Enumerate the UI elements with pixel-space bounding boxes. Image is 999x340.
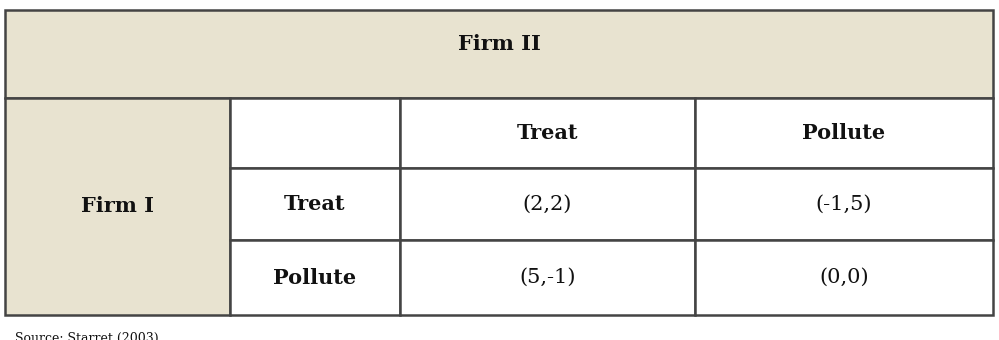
Text: Pollute: Pollute	[274, 268, 357, 288]
Bar	[230, 98, 400, 168]
Bar	[230, 168, 400, 240]
Bar	[400, 98, 695, 168]
Bar	[5, 98, 230, 315]
Text: Firm I: Firm I	[81, 197, 154, 217]
Bar	[695, 240, 993, 315]
Text: Firm II: Firm II	[458, 34, 540, 54]
Bar	[400, 240, 695, 315]
Bar	[400, 168, 695, 240]
Text: (0,0): (0,0)	[819, 268, 869, 287]
Text: Source: Starret (2003): Source: Starret (2003)	[15, 332, 159, 340]
Bar	[230, 240, 400, 315]
Bar	[695, 98, 993, 168]
Bar	[695, 168, 993, 240]
Text: (-1,5): (-1,5)	[816, 194, 872, 214]
Text: (2,2): (2,2)	[522, 194, 572, 214]
Text: Treat: Treat	[285, 194, 346, 214]
Text: Pollute: Pollute	[802, 123, 885, 143]
Text: Treat: Treat	[516, 123, 578, 143]
Text: (5,-1): (5,-1)	[519, 268, 575, 287]
Bar	[5, 10, 993, 98]
